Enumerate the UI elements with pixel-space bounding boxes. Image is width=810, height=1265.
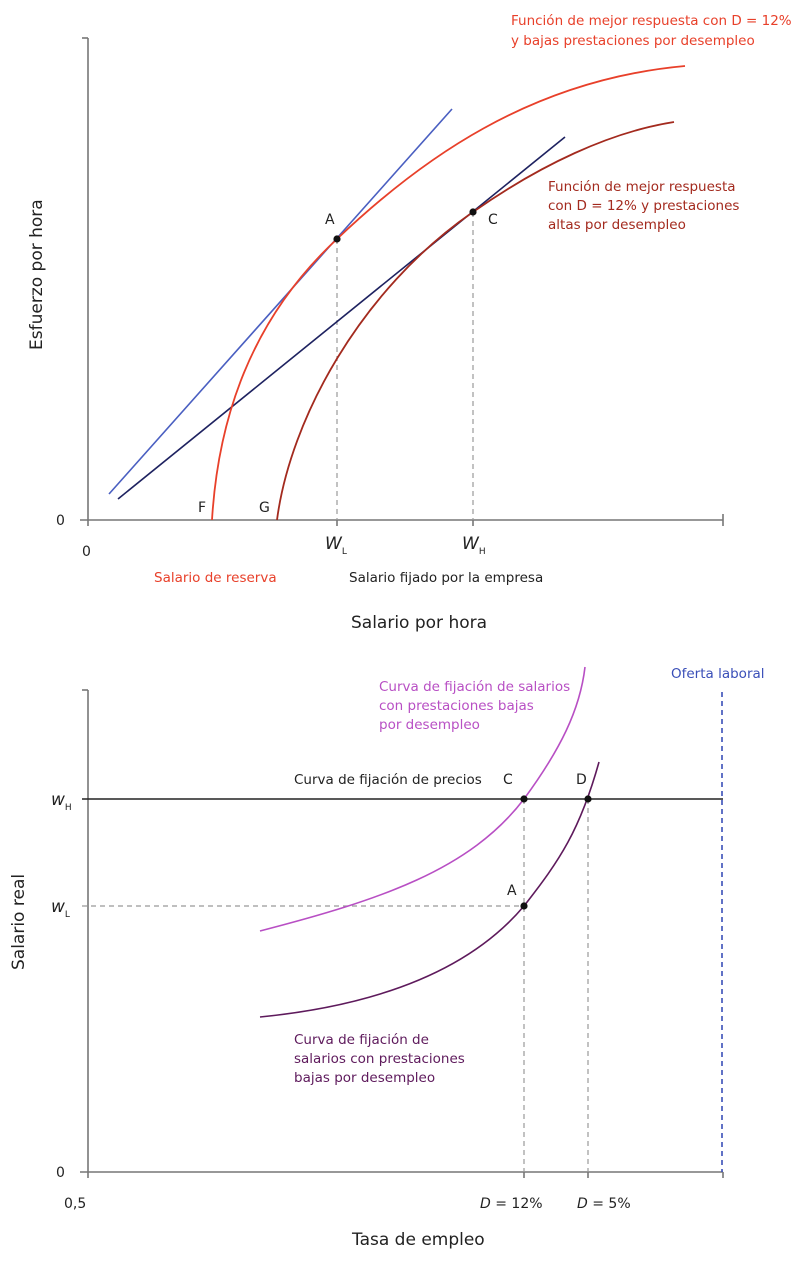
bottom-y-origin-label: 0 [56,1165,65,1181]
high-benefit-curve-label: Función de mejor respuesta con D = 12% y… [548,179,744,233]
top-x-axis-title: Salario por hora [351,613,487,633]
low-benefit-curve-label: Función de mejor respuesta con D = 12% y… [511,13,796,49]
d5-tick-label: D = 5% [577,1196,631,1212]
wage-setting-curve-lower [259,761,600,1018]
top-chart: A C F G 0 0 WL WH Salario de reserva Sal… [27,13,796,633]
label-c-top: C [488,212,498,228]
wh-tick-label: wH [51,790,72,813]
bottom-x-axis-title: Tasa de empleo [351,1230,485,1250]
point-c-bottom [520,795,528,803]
wage-setting-curve-upper [259,666,586,932]
label-a-bottom: A [507,883,517,899]
wl-tick-label: wL [51,897,70,920]
point-a-top [333,235,341,243]
label-d-bottom: D [576,772,587,788]
bottom-x-origin-label: 0,5 [64,1196,86,1212]
top-x-origin-label: 0 [82,544,91,560]
point-c-top [469,208,477,216]
top-y-origin-label: 0 [56,513,65,529]
isocost-line-navy [117,136,566,500]
point-d-bottom [584,795,592,803]
bottom-chart: C D A Curva de fijación de precios Ofert… [9,666,765,1250]
wl-label: WL [325,534,347,557]
firm-wage-label: Salario fijado por la empresa [349,570,543,586]
reservation-wage-label: Salario de reserva [154,570,277,586]
label-a-top: A [325,212,335,228]
label-c-bottom: C [503,772,513,788]
bottom-y-axis-title: Salario real [9,874,29,970]
label-f: F [198,500,206,516]
isocost-line-blue [108,108,453,495]
best-response-low-benefit-curve [211,65,686,521]
top-y-axis-title: Esfuerzo por hora [27,199,47,350]
d12-tick-label: D = 12% [480,1196,543,1212]
labor-supply-label: Oferta laboral [671,666,765,682]
best-response-high-benefit-curve [276,121,675,521]
wh-label: WH [462,534,486,557]
point-a-bottom [520,902,528,910]
price-setting-curve-label: Curva de fijación de precios [294,772,482,788]
wage-setting-lower-label: Curva de fijación de salarios con presta… [294,1032,469,1086]
wage-setting-upper-label: Curva de fijación de salarios con presta… [379,679,574,733]
label-g: G [259,500,270,516]
